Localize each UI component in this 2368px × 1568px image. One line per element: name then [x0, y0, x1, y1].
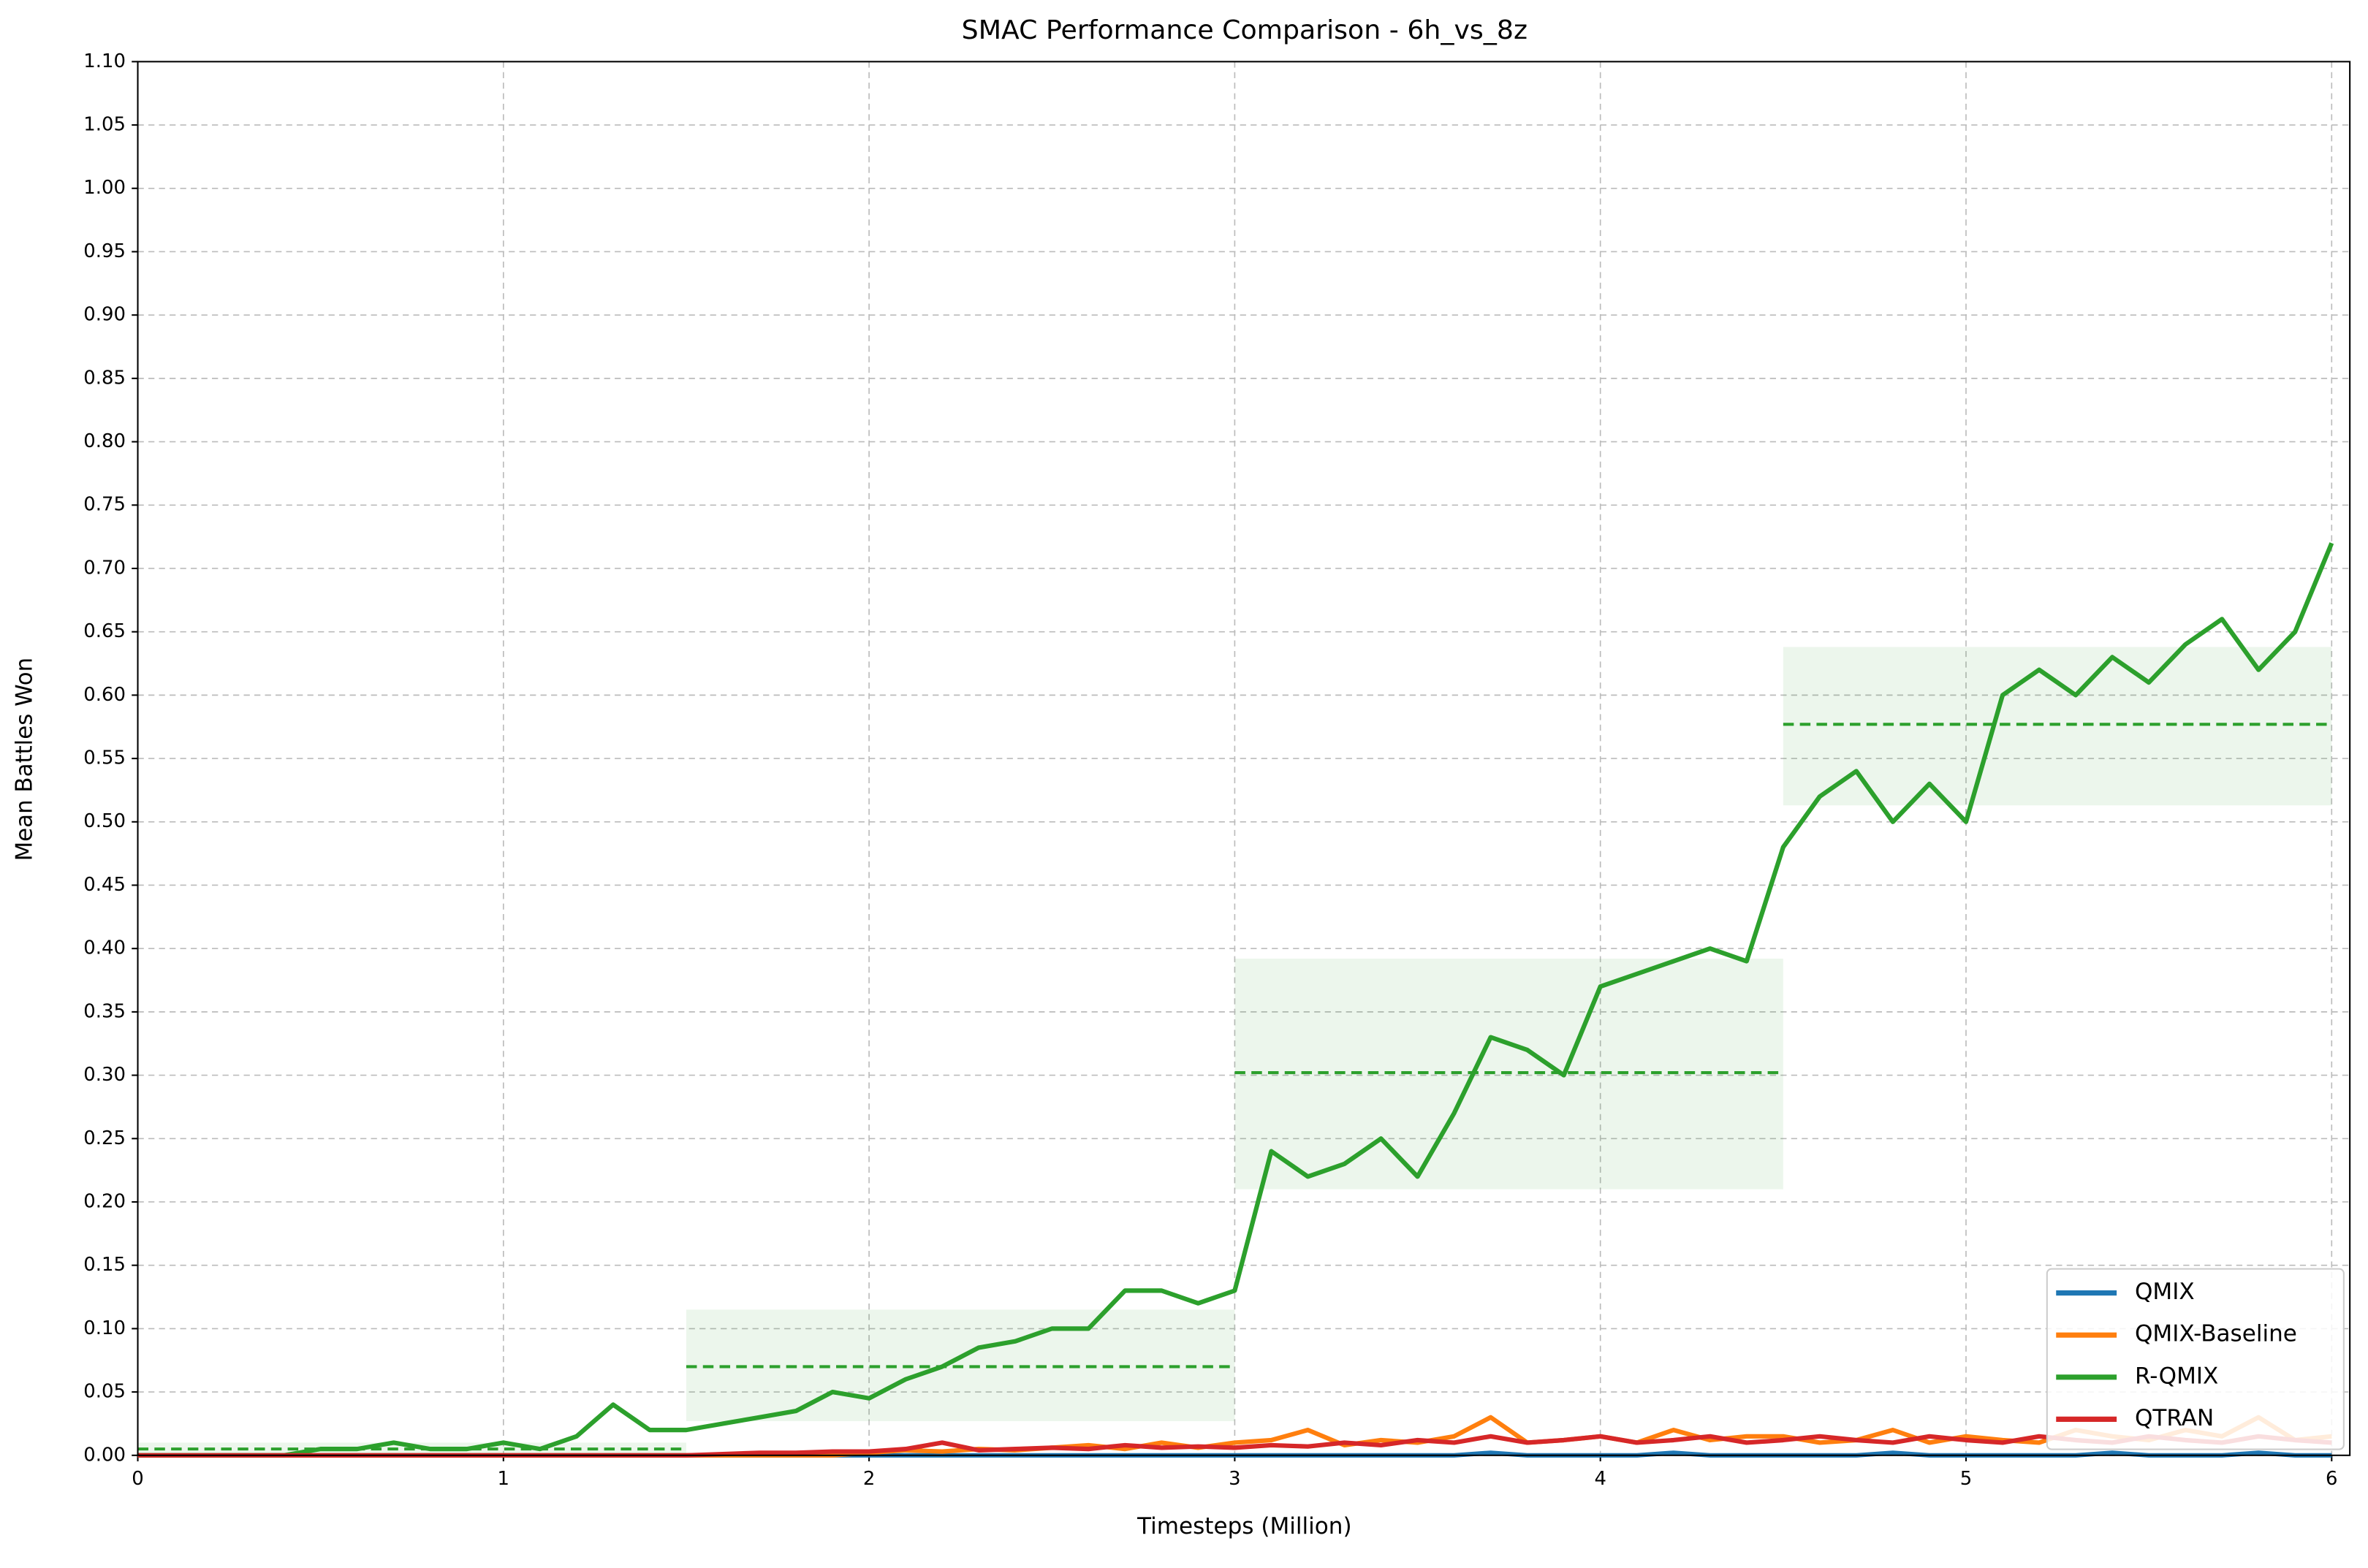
y-tick-label: 0.20 — [83, 1191, 126, 1213]
legend-label: QMIX — [2135, 1279, 2195, 1305]
x-tick-label: 4 — [1594, 1468, 1606, 1490]
x-tick-label: 3 — [1229, 1468, 1240, 1490]
y-tick-label: 1.05 — [83, 114, 126, 136]
y-tick-label: 0.55 — [83, 747, 126, 769]
x-tick-label: 1 — [498, 1468, 509, 1490]
legend-box — [2046, 1268, 2345, 1450]
legend-label: R-QMIX — [2135, 1363, 2218, 1389]
y-tick-label: 0.25 — [83, 1127, 126, 1149]
y-tick-label: 0.05 — [83, 1381, 126, 1403]
legend: QMIX QMIX-Baseline R-QMIX QTRAN — [2046, 1268, 2345, 1450]
series-line — [137, 542, 2334, 1458]
y-tick-label: 0.80 — [83, 430, 126, 452]
y-axis-label: Mean Battles Won — [12, 658, 38, 861]
y-tick-label: 0.65 — [83, 620, 126, 642]
legend-label: QTRAN — [2135, 1405, 2214, 1431]
y-tick-label: 0.70 — [83, 557, 126, 579]
y-tick-label: 0.75 — [83, 494, 126, 516]
y-tick-label: 0.85 — [83, 367, 126, 389]
y-tick-label: 0.60 — [83, 684, 126, 706]
reference-band — [1783, 647, 2332, 806]
x-tick-label: 2 — [863, 1468, 875, 1490]
y-tick-label: 0.15 — [83, 1254, 126, 1276]
y-tick-label: 0.35 — [83, 1000, 126, 1022]
y-tick-label: 0.00 — [83, 1444, 126, 1466]
x-tick-label: 0 — [132, 1468, 143, 1490]
y-tick-label: 0.90 — [83, 304, 126, 326]
x-tick-label: 6 — [2326, 1468, 2337, 1490]
chart-title: SMAC Performance Comparison - 6h_vs_8z — [962, 14, 1528, 45]
x-tick-label: 5 — [1960, 1468, 1972, 1490]
y-tick-label: 0.50 — [83, 810, 126, 832]
y-tick-label: 0.95 — [83, 240, 126, 262]
y-tick-label: 0.45 — [83, 874, 126, 896]
plot-frame — [137, 61, 2351, 1456]
legend-label: QMIX-Baseline — [2135, 1321, 2297, 1347]
y-tick-label: 0.30 — [83, 1064, 126, 1086]
y-tick-label: 0.40 — [83, 937, 126, 959]
y-tick-label: 1.00 — [83, 177, 126, 199]
y-tick-label: 0.10 — [83, 1317, 126, 1339]
y-tick-label: 1.10 — [83, 50, 126, 72]
x-axis-label: Timesteps (Million) — [1136, 1513, 1351, 1540]
